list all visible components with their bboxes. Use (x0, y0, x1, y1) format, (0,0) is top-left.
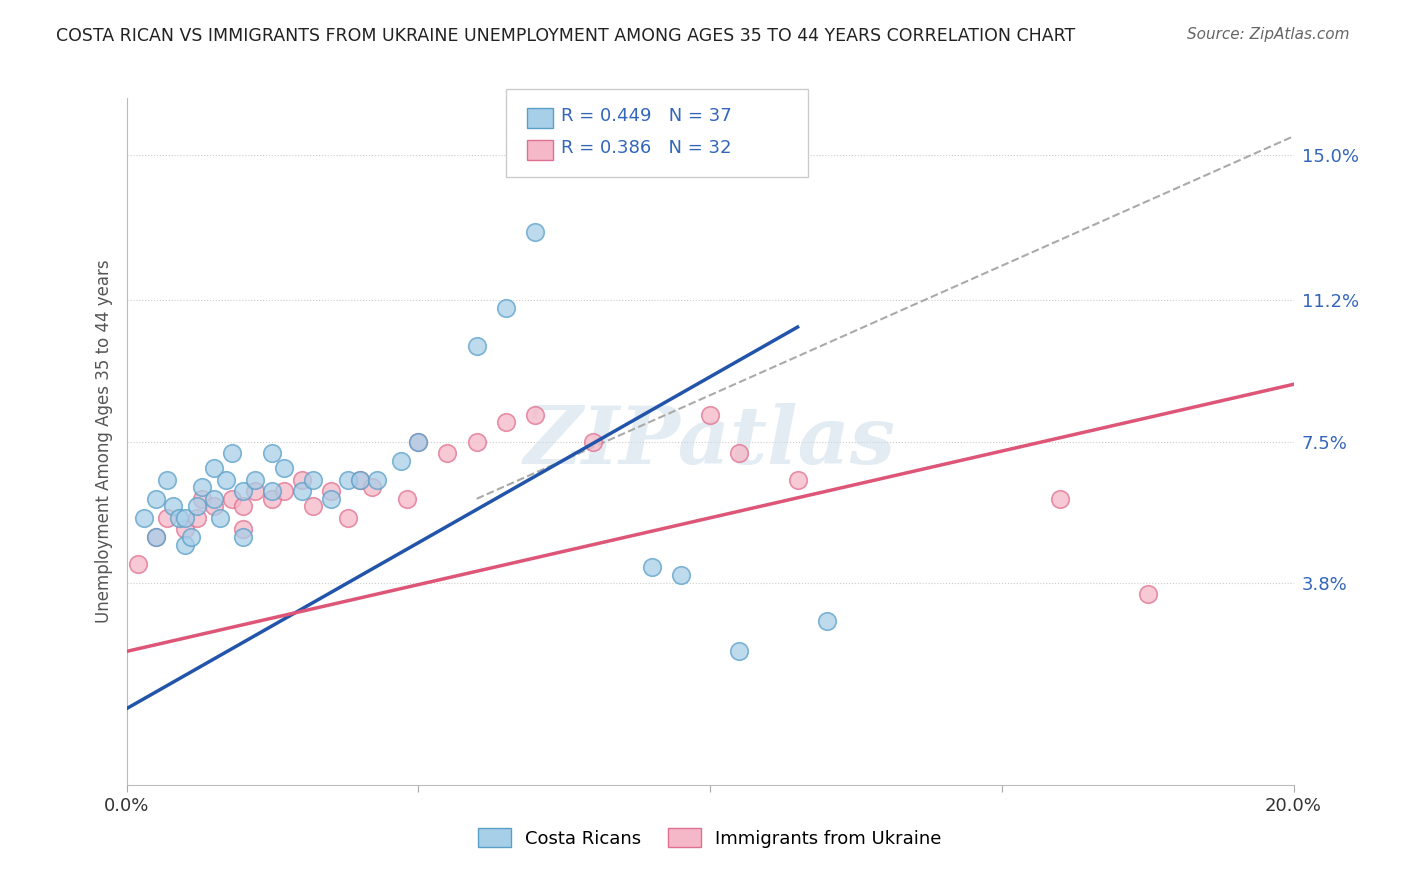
Point (232, 484, 254, 499)
Point (273, 484, 295, 499)
Point (132, 511, 155, 525)
Point (262, 491, 284, 506)
Text: ZIPatlas: ZIPatlas (524, 403, 896, 480)
Point (815, 614, 838, 628)
Point (337, 473, 360, 487)
Point (167, 511, 190, 525)
Point (202, 491, 225, 506)
Point (262, 484, 284, 499)
Point (191, 491, 214, 506)
Point (180, 530, 202, 544)
Point (524, 408, 547, 422)
Point (669, 72, 692, 87)
Point (243, 473, 266, 487)
Point (273, 461, 295, 475)
Y-axis label: Unemployment Among Ages 35 to 44 years: Unemployment Among Ages 35 to 44 years (94, 260, 112, 624)
Point (699, 408, 721, 422)
Point (465, 434, 488, 449)
Point (302, 500, 325, 514)
Point (145, 491, 167, 506)
Point (174, 537, 197, 551)
Text: R = 0.386   N = 32: R = 0.386 N = 32 (561, 139, 731, 157)
Point (319, 484, 342, 499)
Point (1049, 491, 1071, 506)
Point (389, 453, 412, 467)
Point (290, 473, 312, 487)
Point (174, 522, 197, 536)
Point (582, 434, 605, 449)
Point (243, 484, 266, 499)
Point (221, 446, 243, 460)
Point (302, 473, 325, 487)
Point (395, 491, 418, 506)
Point (728, 644, 751, 658)
Point (360, 480, 382, 494)
Text: Source: ZipAtlas.com: Source: ZipAtlas.com (1187, 27, 1350, 42)
Point (215, 473, 238, 487)
Text: COSTA RICAN VS IMMIGRANTS FROM UKRAINE UNEMPLOYMENT AMONG AGES 35 TO 44 YEARS CO: COSTA RICAN VS IMMIGRANTS FROM UKRAINE U… (56, 27, 1076, 45)
Point (495, 301, 517, 315)
Point (221, 491, 243, 506)
Point (465, 339, 488, 353)
Point (366, 473, 388, 487)
Point (408, 434, 430, 449)
Point (319, 491, 342, 506)
Text: R = 0.449   N = 37: R = 0.449 N = 37 (561, 107, 731, 125)
Point (156, 511, 179, 525)
Point (208, 511, 231, 525)
Point (174, 511, 197, 525)
Point (145, 530, 167, 544)
Point (262, 446, 284, 460)
Point (186, 500, 208, 514)
Point (191, 480, 214, 494)
Point (202, 461, 225, 475)
Point (349, 473, 371, 487)
Point (524, 225, 547, 239)
Point (186, 511, 208, 525)
Point (408, 434, 430, 449)
Point (145, 530, 167, 544)
Point (640, 560, 664, 574)
Point (349, 473, 371, 487)
Point (127, 557, 149, 571)
Point (337, 511, 360, 525)
Point (232, 530, 254, 544)
Point (232, 500, 254, 514)
Point (495, 416, 517, 430)
Legend: Costa Ricans, Immigrants from Ukraine: Costa Ricans, Immigrants from Ukraine (471, 822, 949, 855)
Point (290, 484, 312, 499)
Point (786, 473, 808, 487)
Point (156, 473, 179, 487)
Point (232, 522, 254, 536)
Point (728, 446, 751, 460)
Point (669, 568, 692, 582)
Point (1136, 587, 1159, 601)
Point (436, 446, 458, 460)
Point (202, 500, 225, 514)
Point (162, 500, 184, 514)
